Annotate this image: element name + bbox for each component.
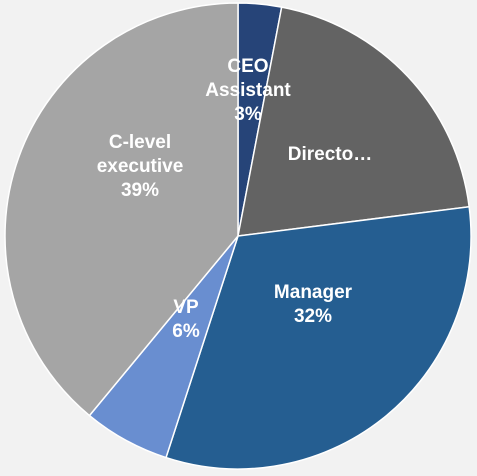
pie-label-line: Manager [274,282,353,303]
pie-label-line: CEO [227,56,268,77]
pie-label-line: 39% [121,180,159,201]
pie-slices [4,2,472,470]
pie-label-line: executive [97,156,184,177]
pie-label-line: 6% [172,321,200,342]
pie-slice-c-level-executive [4,2,239,417]
pie-label-line: Directo… [288,144,372,165]
pie-label-line: VP [173,297,199,318]
pie-slice-manager [165,205,472,470]
pie-label-vp: VP 6% [172,297,200,342]
pie-label-ceo-assistant: CEO Assistant 3% [205,56,291,125]
pie-label-c-level-executive: C-level executive 39% [97,132,184,201]
pie-label-line: Assistant [205,80,291,101]
pie-label-line: 32% [294,306,332,327]
pie-slice-directo [237,6,471,237]
pie-label-manager: Manager 32% [274,282,353,327]
pie-label-line: C-level [109,132,171,153]
pie-label-line: 3% [234,104,262,125]
pie-label-directo: Directo… [288,144,372,165]
pie-labels: CEO Assistant 3% Directo… Manager 32% VP 6% C-le… [97,56,373,342]
